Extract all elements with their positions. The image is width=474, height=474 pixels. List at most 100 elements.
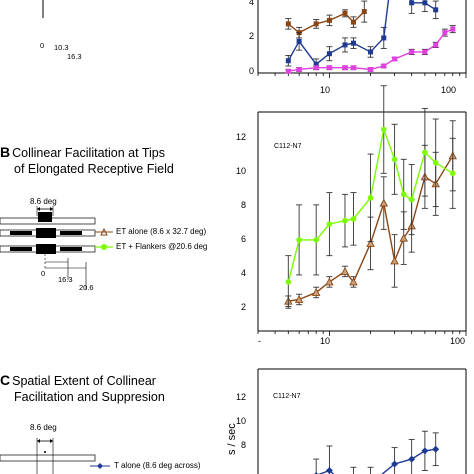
panel-b-legend-item: ET + Flankers @20.6 deg [116, 242, 208, 251]
data-point [285, 58, 291, 64]
data-point [391, 156, 398, 163]
data-point [326, 221, 333, 227]
panel-a-y-tick: 0 [249, 66, 255, 76]
data-point [285, 279, 292, 285]
data-point [450, 26, 456, 32]
panel-a-y-tick: 2 [249, 31, 255, 41]
data-point [408, 196, 415, 203]
data-point [422, 0, 428, 6]
data-point [381, 63, 387, 69]
legend-circle-marker [101, 244, 107, 250]
panel-a-stim-label: 0 [40, 41, 45, 50]
data-point [325, 467, 333, 474]
panel-b-stim-distance: 20.6 [79, 283, 94, 292]
panel-b-legend-item: ET alone (8.6 x 32.7 deg) [116, 227, 207, 236]
data-point [296, 237, 302, 243]
data-point [391, 460, 399, 468]
data-point [313, 61, 319, 67]
panel-b-stim-distance: 16.3 [58, 275, 73, 284]
data-point [421, 447, 429, 455]
panel-b-x-tick: 100 [450, 336, 466, 346]
data-point [326, 65, 332, 71]
data-point [408, 455, 416, 463]
panel-a-x-tick: 100 [441, 85, 457, 95]
panel-b-x-tick: 10 [320, 336, 331, 346]
data-point [313, 237, 319, 243]
panel-c-y-tick: 12 [236, 392, 247, 402]
data-point [342, 10, 348, 16]
data-point [392, 56, 398, 62]
data-point [342, 65, 348, 71]
panel-b-y-tick: 8 [241, 200, 247, 210]
panel-b-stim-width: 8.6 deg [30, 197, 57, 206]
data-point [368, 49, 374, 55]
data-point [422, 49, 428, 55]
data-point [313, 21, 319, 27]
data-point [390, 256, 399, 265]
panel-b-y-tick: 6 [241, 234, 247, 244]
data-point [350, 40, 356, 46]
panel-b-title-line2: of Elongated Receptive Field [14, 162, 174, 176]
data-point [296, 38, 302, 44]
panel-b-y-tick: 12 [236, 132, 247, 142]
data-point [325, 277, 334, 286]
panel-c-cell-id: C112-N7 [273, 393, 301, 400]
data-point [409, 0, 415, 6]
series-line [287, 126, 454, 283]
panel-c-letter: C [0, 372, 11, 388]
panel-c-y-axis-label: s / sec [226, 423, 238, 455]
panel-b-letter: B [0, 144, 11, 160]
panel-b-y-tick: 4 [241, 268, 247, 278]
panel-a-x-tick: 10 [320, 85, 331, 95]
series-line [288, 155, 454, 302]
data-point [399, 233, 408, 242]
data-point [326, 17, 332, 23]
data-point [350, 216, 357, 222]
panel-a-stim-label: 10.3 [54, 43, 69, 52]
panel-b-title-line1: Collinear Facilitation at Tips [12, 146, 165, 160]
data-point [361, 9, 367, 15]
panel-b-stim-distance: 0 [41, 269, 46, 278]
data-point [350, 65, 356, 71]
panel-b-y-tick: 2 [241, 302, 247, 312]
data-point [432, 445, 440, 453]
data-point [449, 170, 456, 177]
data-point [340, 266, 350, 275]
panel-b-cell-id: C112-N7 [274, 143, 302, 150]
data-point [422, 149, 428, 156]
legend-diamond-marker [97, 463, 103, 469]
panel-c-title-line1: Spatial Extent of Collinear [12, 374, 156, 388]
data-point [409, 49, 415, 55]
data-point [368, 66, 374, 72]
panel-b-x-tick: - [258, 336, 261, 346]
data-point [311, 288, 321, 296]
panel-c-stim-width: 8.6 deg [30, 423, 57, 432]
data-point [342, 42, 348, 48]
panel-c-y-tick: 8 [241, 440, 247, 450]
data-point [367, 195, 374, 201]
panel-c-title: C Spatial Extent of Collinear Facilitatio… [0, 372, 165, 405]
data-point [400, 191, 407, 198]
data-point [380, 126, 387, 133]
panel-c-legend-item: T alone (8.6 deg across) [114, 461, 201, 470]
data-point [381, 35, 387, 41]
panel-c-y-tick: 10 [236, 416, 247, 426]
data-point [285, 21, 291, 27]
data-point [342, 217, 348, 224]
data-point [326, 51, 332, 57]
panel-a-stim-label: 16.3 [67, 52, 82, 61]
panel-a-y-tick: 4 [249, 0, 255, 7]
data-point [442, 30, 448, 36]
data-point [349, 277, 358, 286]
panel-c-title-line2: Facilitation and Suppresion [14, 390, 165, 404]
legend-triangle-marker [100, 227, 108, 236]
data-point [379, 198, 389, 207]
data-point [314, 471, 319, 474]
data-point [313, 65, 319, 71]
